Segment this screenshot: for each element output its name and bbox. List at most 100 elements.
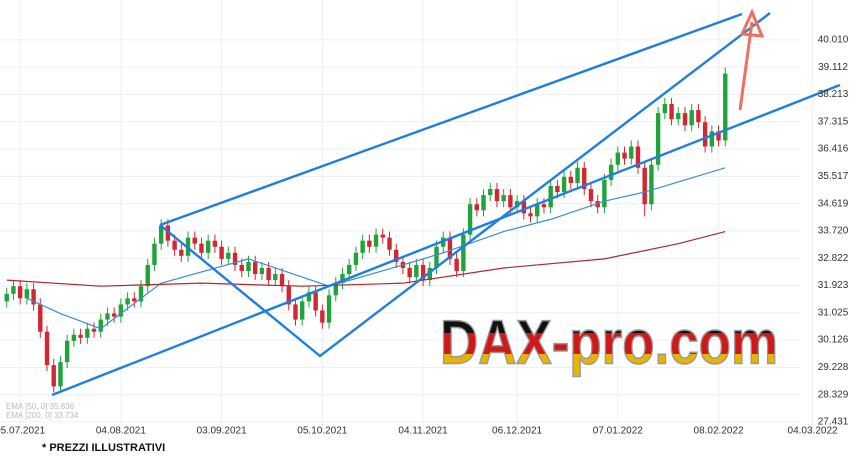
y-tick-label: 34.619	[818, 198, 849, 209]
candle-body	[615, 152, 621, 165]
candle-body	[360, 240, 365, 253]
candle-body	[192, 237, 197, 244]
candle-body	[353, 252, 359, 265]
candle-body	[158, 225, 164, 244]
candle-body	[568, 176, 574, 183]
arrow-head	[739, 8, 765, 38]
candle-body	[508, 195, 513, 208]
candle-body	[347, 264, 352, 275]
candle-body	[286, 286, 291, 305]
candle-body	[373, 234, 379, 247]
candle-body	[340, 274, 345, 284]
candle-body	[11, 286, 16, 294]
candle-body	[689, 110, 694, 126]
y-tick-label: 35.517	[818, 171, 849, 182]
candle-body	[467, 204, 473, 235]
candle-body	[474, 204, 479, 211]
candle-body	[179, 249, 184, 256]
candle-body	[78, 334, 83, 338]
candle-body	[548, 185, 553, 208]
candle-body	[427, 267, 432, 281]
candle-body	[165, 225, 171, 241]
candle-body	[105, 313, 110, 320]
candle-body	[655, 113, 661, 165]
candle-body	[125, 298, 130, 305]
candle-body	[582, 167, 587, 190]
candle-body	[219, 246, 224, 259]
candle-body	[696, 110, 701, 123]
candle-body	[58, 362, 63, 387]
candle-body	[266, 267, 271, 281]
candle-body	[299, 301, 305, 320]
candle-body	[205, 240, 211, 253]
y-tick-label: 39.112	[818, 62, 848, 73]
candle-body	[635, 146, 641, 168]
candle-body	[239, 264, 244, 272]
y-tick-label: 37.315	[818, 116, 849, 127]
candle-body	[118, 304, 124, 317]
candle-body	[44, 331, 50, 366]
x-tick-label: 07.01.2022	[593, 426, 643, 437]
ema-line	[6, 230, 726, 287]
candle-body	[494, 189, 500, 202]
candle-body	[71, 334, 77, 341]
candle-body	[199, 243, 204, 253]
channel-line	[159, 12, 743, 227]
candle-body	[293, 304, 298, 320]
candle-body	[152, 243, 157, 265]
candle-body	[702, 122, 708, 147]
candle-body	[414, 264, 419, 278]
candle-body	[226, 252, 231, 259]
candle-body	[676, 113, 681, 120]
y-tick-label: 33.720	[818, 226, 849, 237]
candle-body	[333, 283, 338, 296]
candle-body	[132, 298, 137, 302]
candle-body	[394, 249, 399, 262]
candle-body	[31, 289, 36, 305]
y-tick-label: 31.025	[818, 307, 849, 318]
candle-body	[461, 234, 466, 272]
candle-body	[501, 195, 506, 202]
candle-body	[709, 131, 715, 147]
x-tick-label: 05.07.2021	[0, 426, 46, 437]
legend-entry: EMA [50, 0] 35.836	[6, 402, 75, 411]
y-tick-label: 28.329	[818, 389, 849, 400]
candle-body	[535, 204, 540, 217]
candle-body	[326, 295, 332, 323]
x-tick-label: 05.10.2021	[297, 426, 347, 437]
x-tick-label: 04.08.2021	[96, 426, 146, 437]
candle-body	[380, 234, 385, 238]
candle-body	[259, 267, 265, 275]
candle-body	[669, 104, 674, 120]
x-tick-label: 08.02.2022	[694, 426, 744, 437]
candle-body	[85, 328, 90, 338]
candle-body	[38, 304, 43, 332]
candle-body	[387, 237, 392, 250]
x-tick-label: 06.12.2021	[492, 426, 542, 437]
candle-body	[454, 258, 459, 272]
candle-body	[91, 328, 97, 332]
candle-body	[273, 274, 278, 281]
candle-body	[608, 164, 614, 180]
y-tick-label: 31.923	[818, 280, 849, 291]
y-tick-label: 40.010	[818, 35, 849, 46]
candle-body	[528, 213, 533, 217]
note: * PREZZI ILLUSTRATIVI	[42, 442, 165, 454]
candle-body	[407, 267, 412, 278]
candle-body	[4, 293, 9, 302]
candle-body	[98, 319, 103, 332]
y-tick-label: 27.431	[818, 417, 849, 428]
candle-body	[629, 146, 634, 159]
candle-body	[306, 292, 312, 302]
watermark: DAX-pro.com	[440, 308, 778, 377]
candle-body	[17, 286, 23, 299]
candle-body	[488, 189, 493, 196]
candle-body	[24, 289, 30, 299]
arrow	[738, 21, 754, 111]
channel-line	[51, 83, 841, 397]
y-tick-label: 29.228	[818, 362, 849, 373]
candle-body	[367, 240, 372, 247]
candle-body	[682, 113, 688, 126]
candle-body	[555, 185, 560, 193]
